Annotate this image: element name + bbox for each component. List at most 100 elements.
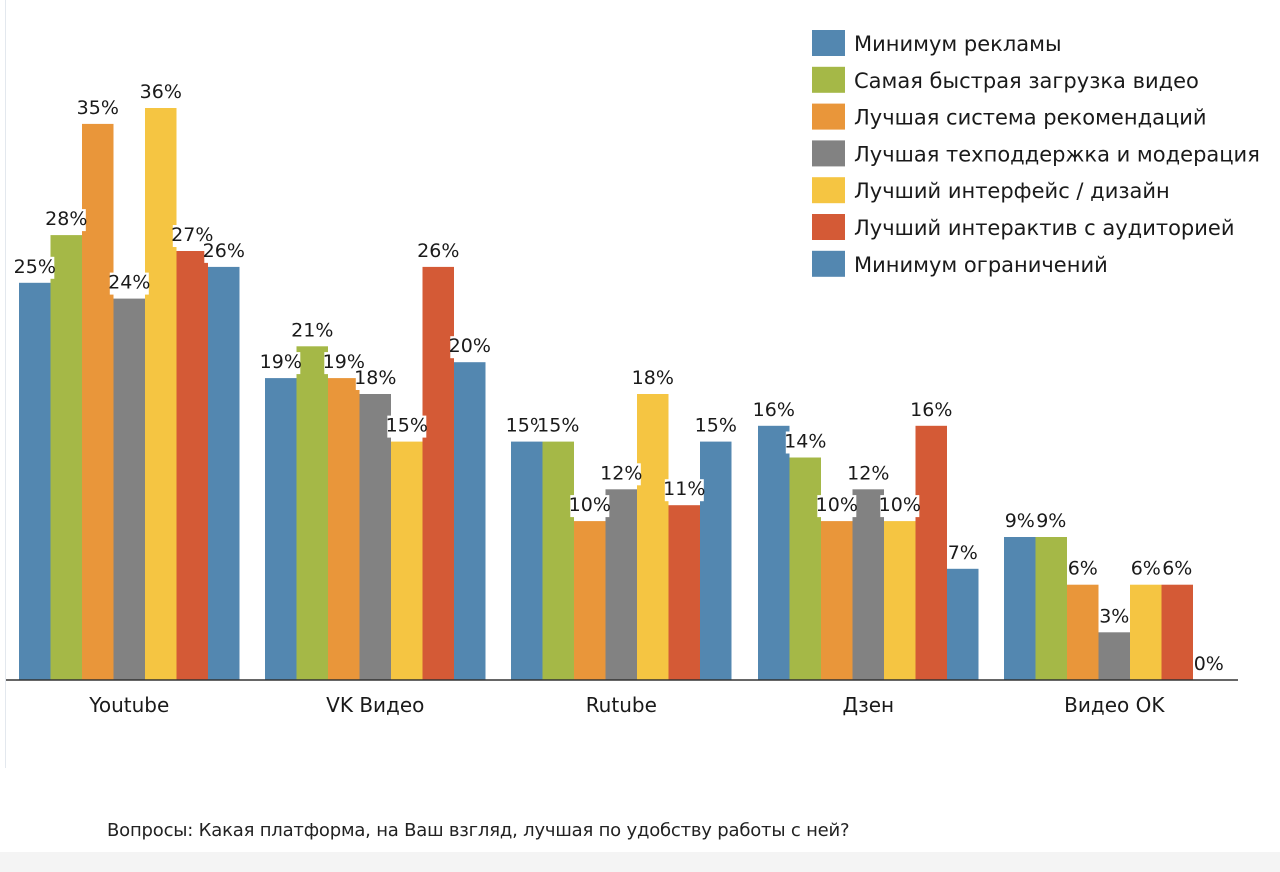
legend-label-0: Минимум рекламы (854, 32, 1062, 56)
legend-label-5: Лучший интерактив с аудиторией (854, 216, 1234, 240)
left-edge-line (5, 0, 6, 768)
data-label-bg-1-0 (261, 352, 301, 375)
bar-1-2 (328, 378, 360, 680)
bar-4-2 (1067, 584, 1099, 680)
data-label-bg-1-4 (387, 415, 427, 438)
data-label-bg-4-0 (1005, 511, 1034, 533)
bar-1-6 (454, 362, 486, 680)
data-label-bg-0-4 (141, 82, 181, 104)
data-label-1-1: 21% (291, 319, 333, 341)
bar-3-6 (947, 568, 979, 680)
data-label-3-3: 12% (847, 462, 889, 484)
bar-0-5 (176, 251, 208, 680)
data-label-4-1: 9% (1036, 510, 1066, 532)
bar-3-1 (789, 457, 821, 680)
data-label-3-2: 10% (816, 494, 858, 516)
bar-3-3 (852, 489, 884, 680)
data-label-bg-0-1 (46, 209, 86, 232)
data-label-3-4: 10% (879, 494, 921, 516)
category-label-3: Дзен (842, 693, 894, 717)
data-label-bg-1-6 (450, 336, 490, 359)
data-label-bg-4-4 (1131, 558, 1160, 581)
data-label-bg-1-1 (292, 320, 332, 343)
data-label-3-6: 7% (948, 542, 978, 564)
footer-band (0, 852, 1280, 872)
bar-2-3 (605, 489, 637, 680)
data-label-bg-3-5 (911, 399, 951, 422)
legend-swatch-5 (812, 214, 845, 240)
bar-0-1 (50, 235, 82, 680)
bar-2-6 (700, 441, 732, 680)
data-label-bg-1-2 (324, 352, 364, 375)
legend-swatch-6 (812, 250, 845, 277)
data-label-3-5: 16% (910, 399, 952, 421)
data-label-1-0: 19% (260, 351, 302, 373)
data-label-bg-1-3 (355, 368, 395, 390)
data-label-0-2: 35% (77, 97, 119, 119)
data-label-bg-0-5 (172, 225, 212, 247)
data-label-1-4: 15% (386, 415, 428, 437)
data-label-bg-0-3 (109, 272, 149, 295)
data-label-bg-4-5 (1163, 558, 1192, 581)
data-label-2-4: 18% (632, 367, 674, 389)
data-label-bg-4-3 (1100, 606, 1129, 629)
data-label-0-5: 27% (171, 224, 213, 246)
data-label-4-5: 6% (1162, 558, 1192, 580)
data-label-bg-3-4 (880, 495, 920, 518)
data-label-bg-2-6 (696, 415, 736, 438)
data-label-0-0: 25% (14, 256, 56, 278)
data-label-0-3: 24% (108, 272, 150, 294)
data-label-bg-3-1 (785, 431, 825, 454)
category-label-2: Rutube (586, 693, 657, 717)
data-label-4-2: 6% (1068, 558, 1098, 580)
data-label-1-5: 26% (417, 240, 459, 262)
legend-label-6: Минимум ограничений (854, 253, 1108, 277)
bar-0-3 (113, 298, 145, 680)
data-label-0-4: 36% (140, 81, 182, 103)
bar-4-3 (1098, 632, 1130, 680)
data-label-bg-3-0 (754, 399, 794, 422)
legend-label-1: Самая быстрая загрузка видео (854, 69, 1199, 93)
bar-2-2 (574, 521, 606, 680)
bar-2-0 (511, 441, 543, 680)
bar-1-1 (296, 346, 328, 680)
data-label-bg-3-2 (817, 495, 857, 518)
legend-swatch-0 (812, 30, 845, 56)
bar-2-1 (542, 441, 574, 680)
data-label-bg-0-6 (204, 240, 244, 263)
bar-4-5 (1161, 584, 1193, 680)
bar-3-4 (884, 521, 916, 680)
bars-layer (19, 108, 1193, 681)
bar-0-4 (145, 108, 177, 680)
legend: Минимум рекламы Самая быстрая загрузка ви… (812, 30, 1260, 277)
legend-swatch-4 (812, 177, 845, 204)
bar-0-0 (19, 282, 51, 681)
data-label-bg-3-3 (848, 463, 888, 486)
legend-label-3: Лучшая техподдержка и модерация (854, 142, 1260, 166)
bar-3-2 (821, 521, 853, 680)
bar-1-4 (391, 441, 423, 680)
category-label-1: VK Видео (326, 693, 424, 717)
data-label-1-3: 18% (354, 367, 396, 389)
data-label-2-0: 15% (506, 415, 548, 437)
bar-1-0 (265, 378, 297, 680)
data-label-3-0: 16% (753, 399, 795, 421)
bar-3-0 (758, 425, 790, 680)
bar-4-1 (1035, 537, 1067, 680)
bar-2-5 (668, 505, 700, 680)
data-label-bg-4-1 (1037, 511, 1066, 533)
data-label-bg-2-1 (538, 415, 578, 438)
data-label-2-1: 15% (537, 415, 579, 437)
bar-0-6 (208, 266, 240, 680)
bar-chart: 25%28%35%24%36%27%26%19%21%19%18%15%26%2… (6, 30, 1260, 717)
legend-swatch-2 (812, 103, 845, 130)
legend-swatch-3 (812, 140, 845, 167)
bar-1-3 (359, 394, 391, 680)
legend-label-4: Лучший интерфейс / дизайн (854, 179, 1170, 203)
data-label-bg-3-6 (948, 542, 977, 565)
legend-swatch-1 (812, 66, 845, 93)
data-label-bg-0-2 (78, 97, 118, 120)
category-label-0: Youtube (88, 693, 169, 717)
data-label-2-3: 12% (600, 462, 642, 484)
data-label-4-6: 0% (1194, 653, 1224, 675)
